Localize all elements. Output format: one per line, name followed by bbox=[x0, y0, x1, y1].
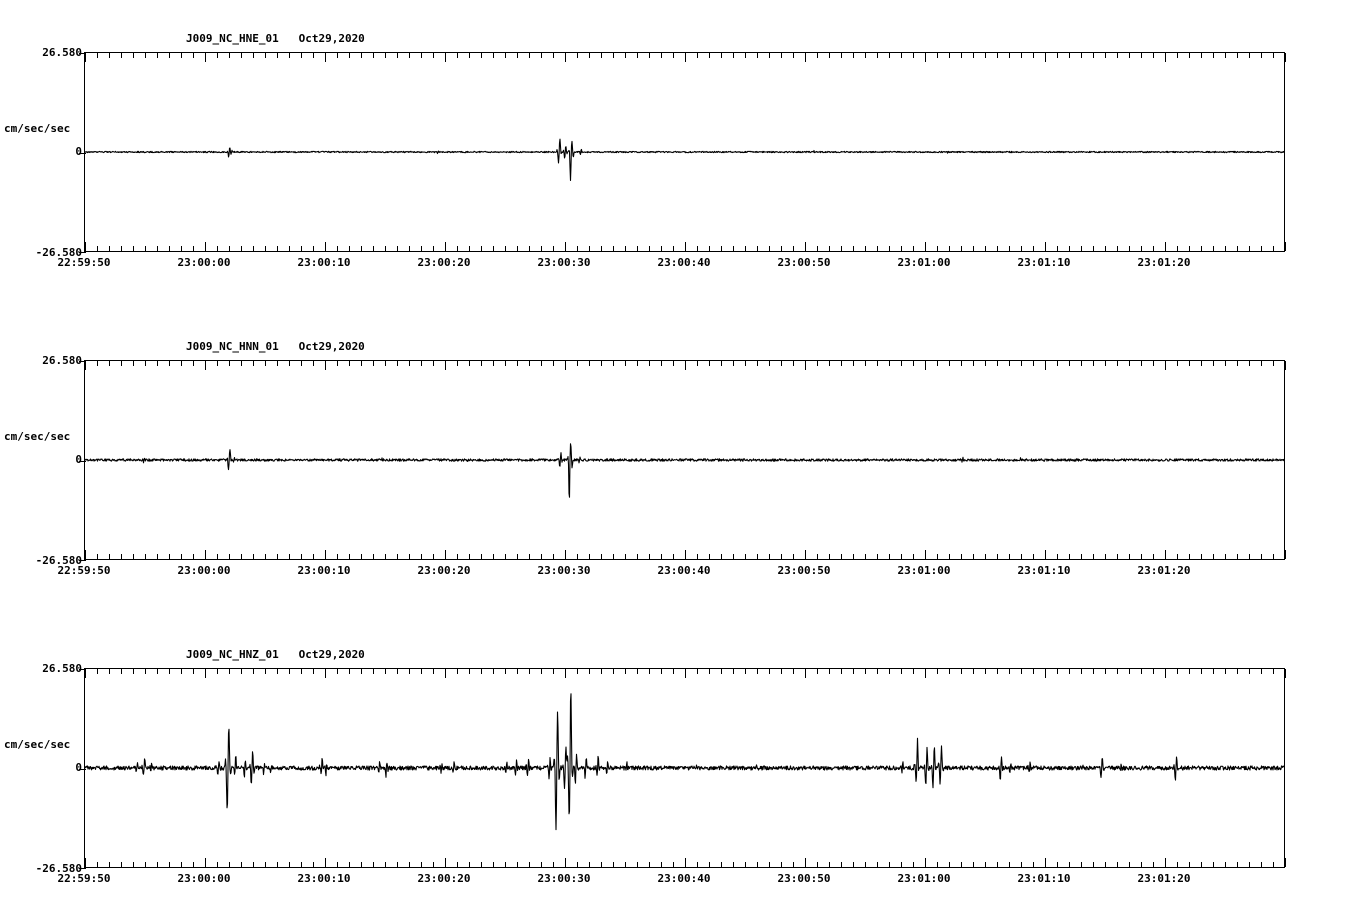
x-tick-label: 23:00:50 bbox=[777, 564, 831, 577]
axis-tick bbox=[1285, 361, 1286, 370]
x-tick-label: 22:59:50 bbox=[57, 872, 111, 885]
x-tick-label: 23:00:20 bbox=[417, 256, 471, 269]
x-tick-label: 23:01:20 bbox=[1137, 564, 1191, 577]
waveform-trace-J009_NC_HNZ_01 bbox=[84, 668, 1285, 868]
y-tick-zero: 0 bbox=[75, 453, 82, 466]
x-tick-label: 23:00:30 bbox=[537, 564, 591, 577]
y-tick-min: -26.580 bbox=[35, 554, 82, 567]
y-axis-unit-label: cm/sec/sec bbox=[4, 738, 71, 751]
x-tick-label: 23:01:00 bbox=[897, 564, 951, 577]
x-tick-label: 23:00:50 bbox=[777, 256, 831, 269]
x-tick-label: 23:00:00 bbox=[177, 256, 231, 269]
axis-tick bbox=[1285, 53, 1286, 62]
x-tick-label: 23:00:30 bbox=[537, 256, 591, 269]
x-tick-label: 23:00:50 bbox=[777, 872, 831, 885]
y-tick-zero: 0 bbox=[75, 145, 82, 158]
y-axis-tick bbox=[79, 252, 86, 253]
y-axis-unit-label: cm/sec/sec bbox=[4, 430, 71, 443]
x-tick-label: 22:59:50 bbox=[57, 564, 111, 577]
x-tick-label: 23:00:10 bbox=[297, 256, 351, 269]
x-tick-label: 23:00:20 bbox=[417, 564, 471, 577]
y-axis-tick bbox=[79, 868, 86, 869]
x-tick-label: 23:01:20 bbox=[1137, 256, 1191, 269]
y-axis-tick bbox=[79, 53, 86, 54]
x-tick-label: 23:01:20 bbox=[1137, 872, 1191, 885]
waveform-trace-J009_NC_HNE_01 bbox=[84, 52, 1285, 252]
y-axis-tick bbox=[79, 461, 86, 462]
y-tick-max: 26.580 bbox=[42, 354, 82, 367]
x-tick-label: 22:59:50 bbox=[57, 256, 111, 269]
panel-title: J009_NC_HNE_01 Oct29,2020 bbox=[186, 32, 365, 45]
x-tick-label: 23:00:30 bbox=[537, 872, 591, 885]
x-tick-label: 23:01:00 bbox=[897, 256, 951, 269]
x-tick-label: 23:01:10 bbox=[1017, 256, 1071, 269]
x-tick-label: 23:00:00 bbox=[177, 564, 231, 577]
waveform-trace-J009_NC_HNN_01 bbox=[84, 360, 1285, 560]
panel-title: J009_NC_HNN_01 Oct29,2020 bbox=[186, 340, 365, 353]
seismogram-panel-0: J009_NC_HNE_01 Oct29,2020 cm/sec/sec 26.58… bbox=[0, 0, 1358, 308]
axis-tick bbox=[1285, 242, 1286, 251]
y-axis-unit-label: cm/sec/sec bbox=[4, 122, 71, 135]
y-axis-tick bbox=[79, 560, 86, 561]
y-axis-tick bbox=[79, 361, 86, 362]
x-tick-label: 23:00:00 bbox=[177, 872, 231, 885]
x-tick-label: 23:00:20 bbox=[417, 872, 471, 885]
x-tick-label: 23:00:10 bbox=[297, 564, 351, 577]
x-tick-label: 23:00:10 bbox=[297, 872, 351, 885]
y-tick-min: -26.580 bbox=[35, 246, 82, 259]
y-axis-tick bbox=[79, 669, 86, 670]
x-tick-label: 23:01:10 bbox=[1017, 872, 1071, 885]
seismogram-panel-1: J009_NC_HNN_01 Oct29,2020 cm/sec/sec 26.58… bbox=[0, 308, 1358, 616]
y-tick-min: -26.580 bbox=[35, 862, 82, 875]
y-tick-zero: 0 bbox=[75, 761, 82, 774]
panel-title: J009_NC_HNZ_01 Oct29,2020 bbox=[186, 648, 365, 661]
x-tick-label: 23:00:40 bbox=[657, 872, 711, 885]
axis-tick bbox=[1285, 550, 1286, 559]
y-axis-tick bbox=[79, 769, 86, 770]
x-tick-label: 23:01:10 bbox=[1017, 564, 1071, 577]
y-tick-max: 26.580 bbox=[42, 46, 82, 59]
x-tick-label: 23:00:40 bbox=[657, 564, 711, 577]
x-tick-label: 23:01:00 bbox=[897, 872, 951, 885]
x-tick-label: 23:00:40 bbox=[657, 256, 711, 269]
seismogram-panel-2: J009_NC_HNZ_01 Oct29,2020 cm/sec/sec 26.58… bbox=[0, 616, 1358, 924]
axis-tick bbox=[1285, 858, 1286, 867]
axis-tick bbox=[1285, 669, 1286, 678]
y-axis-tick bbox=[79, 153, 86, 154]
y-tick-max: 26.580 bbox=[42, 662, 82, 675]
